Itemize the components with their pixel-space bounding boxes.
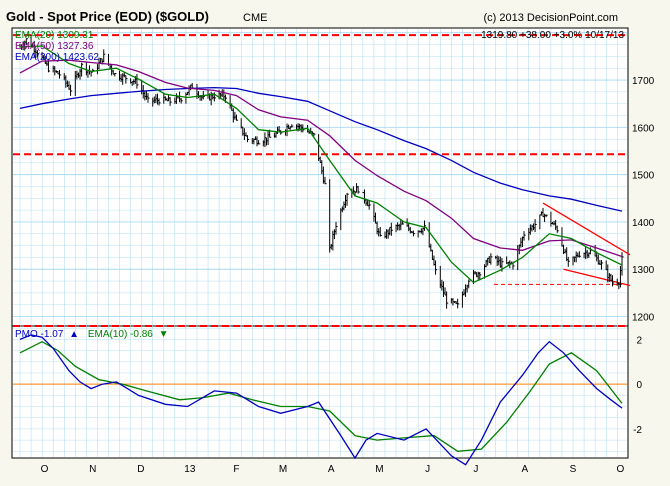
x-tick-label: J bbox=[473, 464, 478, 475]
pmo-ema10-line bbox=[19, 340, 623, 452]
pmo-line bbox=[19, 334, 623, 466]
pmo-arrow: ▲ bbox=[69, 329, 79, 340]
y-tick-label: 1200 bbox=[632, 313, 655, 324]
exchange-label: CME bbox=[243, 12, 267, 24]
x-tick-label: A bbox=[328, 464, 335, 475]
axis-labels: 1200 1300 1400 1500 1600 1700 -2 0 2 O N D 13 F M A M J J A… bbox=[41, 76, 655, 475]
x-tick-label: 13 bbox=[184, 464, 196, 475]
pmo-lines bbox=[19, 334, 623, 466]
x-tick-label: F bbox=[233, 464, 239, 475]
y-tick-label: 1300 bbox=[632, 265, 655, 276]
trend-line bbox=[542, 202, 631, 256]
price-panel bbox=[11, 27, 629, 327]
x-tick-label: S bbox=[570, 464, 577, 475]
pmo-y-tick-label: 0 bbox=[636, 380, 642, 391]
copyright-label: (c) 2013 DecisionPoint.com bbox=[483, 12, 618, 24]
y-tick-label: 1500 bbox=[632, 171, 655, 182]
ema20-line bbox=[19, 45, 623, 284]
quote-label: 1319.80 +38.00 +3.0% 10/17/13 bbox=[481, 30, 624, 41]
x-tick-label: J bbox=[425, 464, 430, 475]
y-tick-label: 1400 bbox=[632, 218, 655, 229]
pmo-ema-value: EMA(10) -0.86 bbox=[88, 329, 153, 340]
y-tick-label: 1600 bbox=[632, 123, 655, 134]
ema50-line bbox=[19, 59, 623, 258]
y-tick-label: 1700 bbox=[632, 76, 655, 87]
x-tick-label: O bbox=[617, 464, 625, 475]
x-tick-label: M bbox=[375, 464, 383, 475]
legend-ema50: EMA(50) 1327.36 bbox=[15, 41, 94, 52]
legend-ema20: EMA(20) 1309.31 bbox=[15, 30, 94, 41]
legend-ema200: EMA(200) 1423.62 bbox=[15, 52, 99, 63]
ema-lines bbox=[19, 45, 623, 284]
pmo-y-tick-label: 2 bbox=[636, 335, 642, 346]
legend-pmo: PMO -1.07 ▲ EMA(10) -0.86 ▼ bbox=[15, 329, 169, 340]
pmo-y-tick-label: -2 bbox=[633, 425, 642, 436]
chart-title: Gold - Spot Price (EOD) ($GOLD) bbox=[6, 9, 209, 24]
x-tick-label: O bbox=[41, 464, 49, 475]
pmo-ema-arrow: ▼ bbox=[159, 329, 169, 340]
x-tick-label: M bbox=[279, 464, 287, 475]
grid-lines bbox=[13, 29, 627, 457]
pmo-value: PMO -1.07 bbox=[15, 329, 64, 340]
x-tick-label: N bbox=[89, 464, 96, 475]
pmo-panel bbox=[11, 325, 629, 459]
ema200-line bbox=[19, 86, 623, 212]
x-tick-label: D bbox=[137, 464, 144, 475]
x-tick-label: A bbox=[521, 464, 528, 475]
